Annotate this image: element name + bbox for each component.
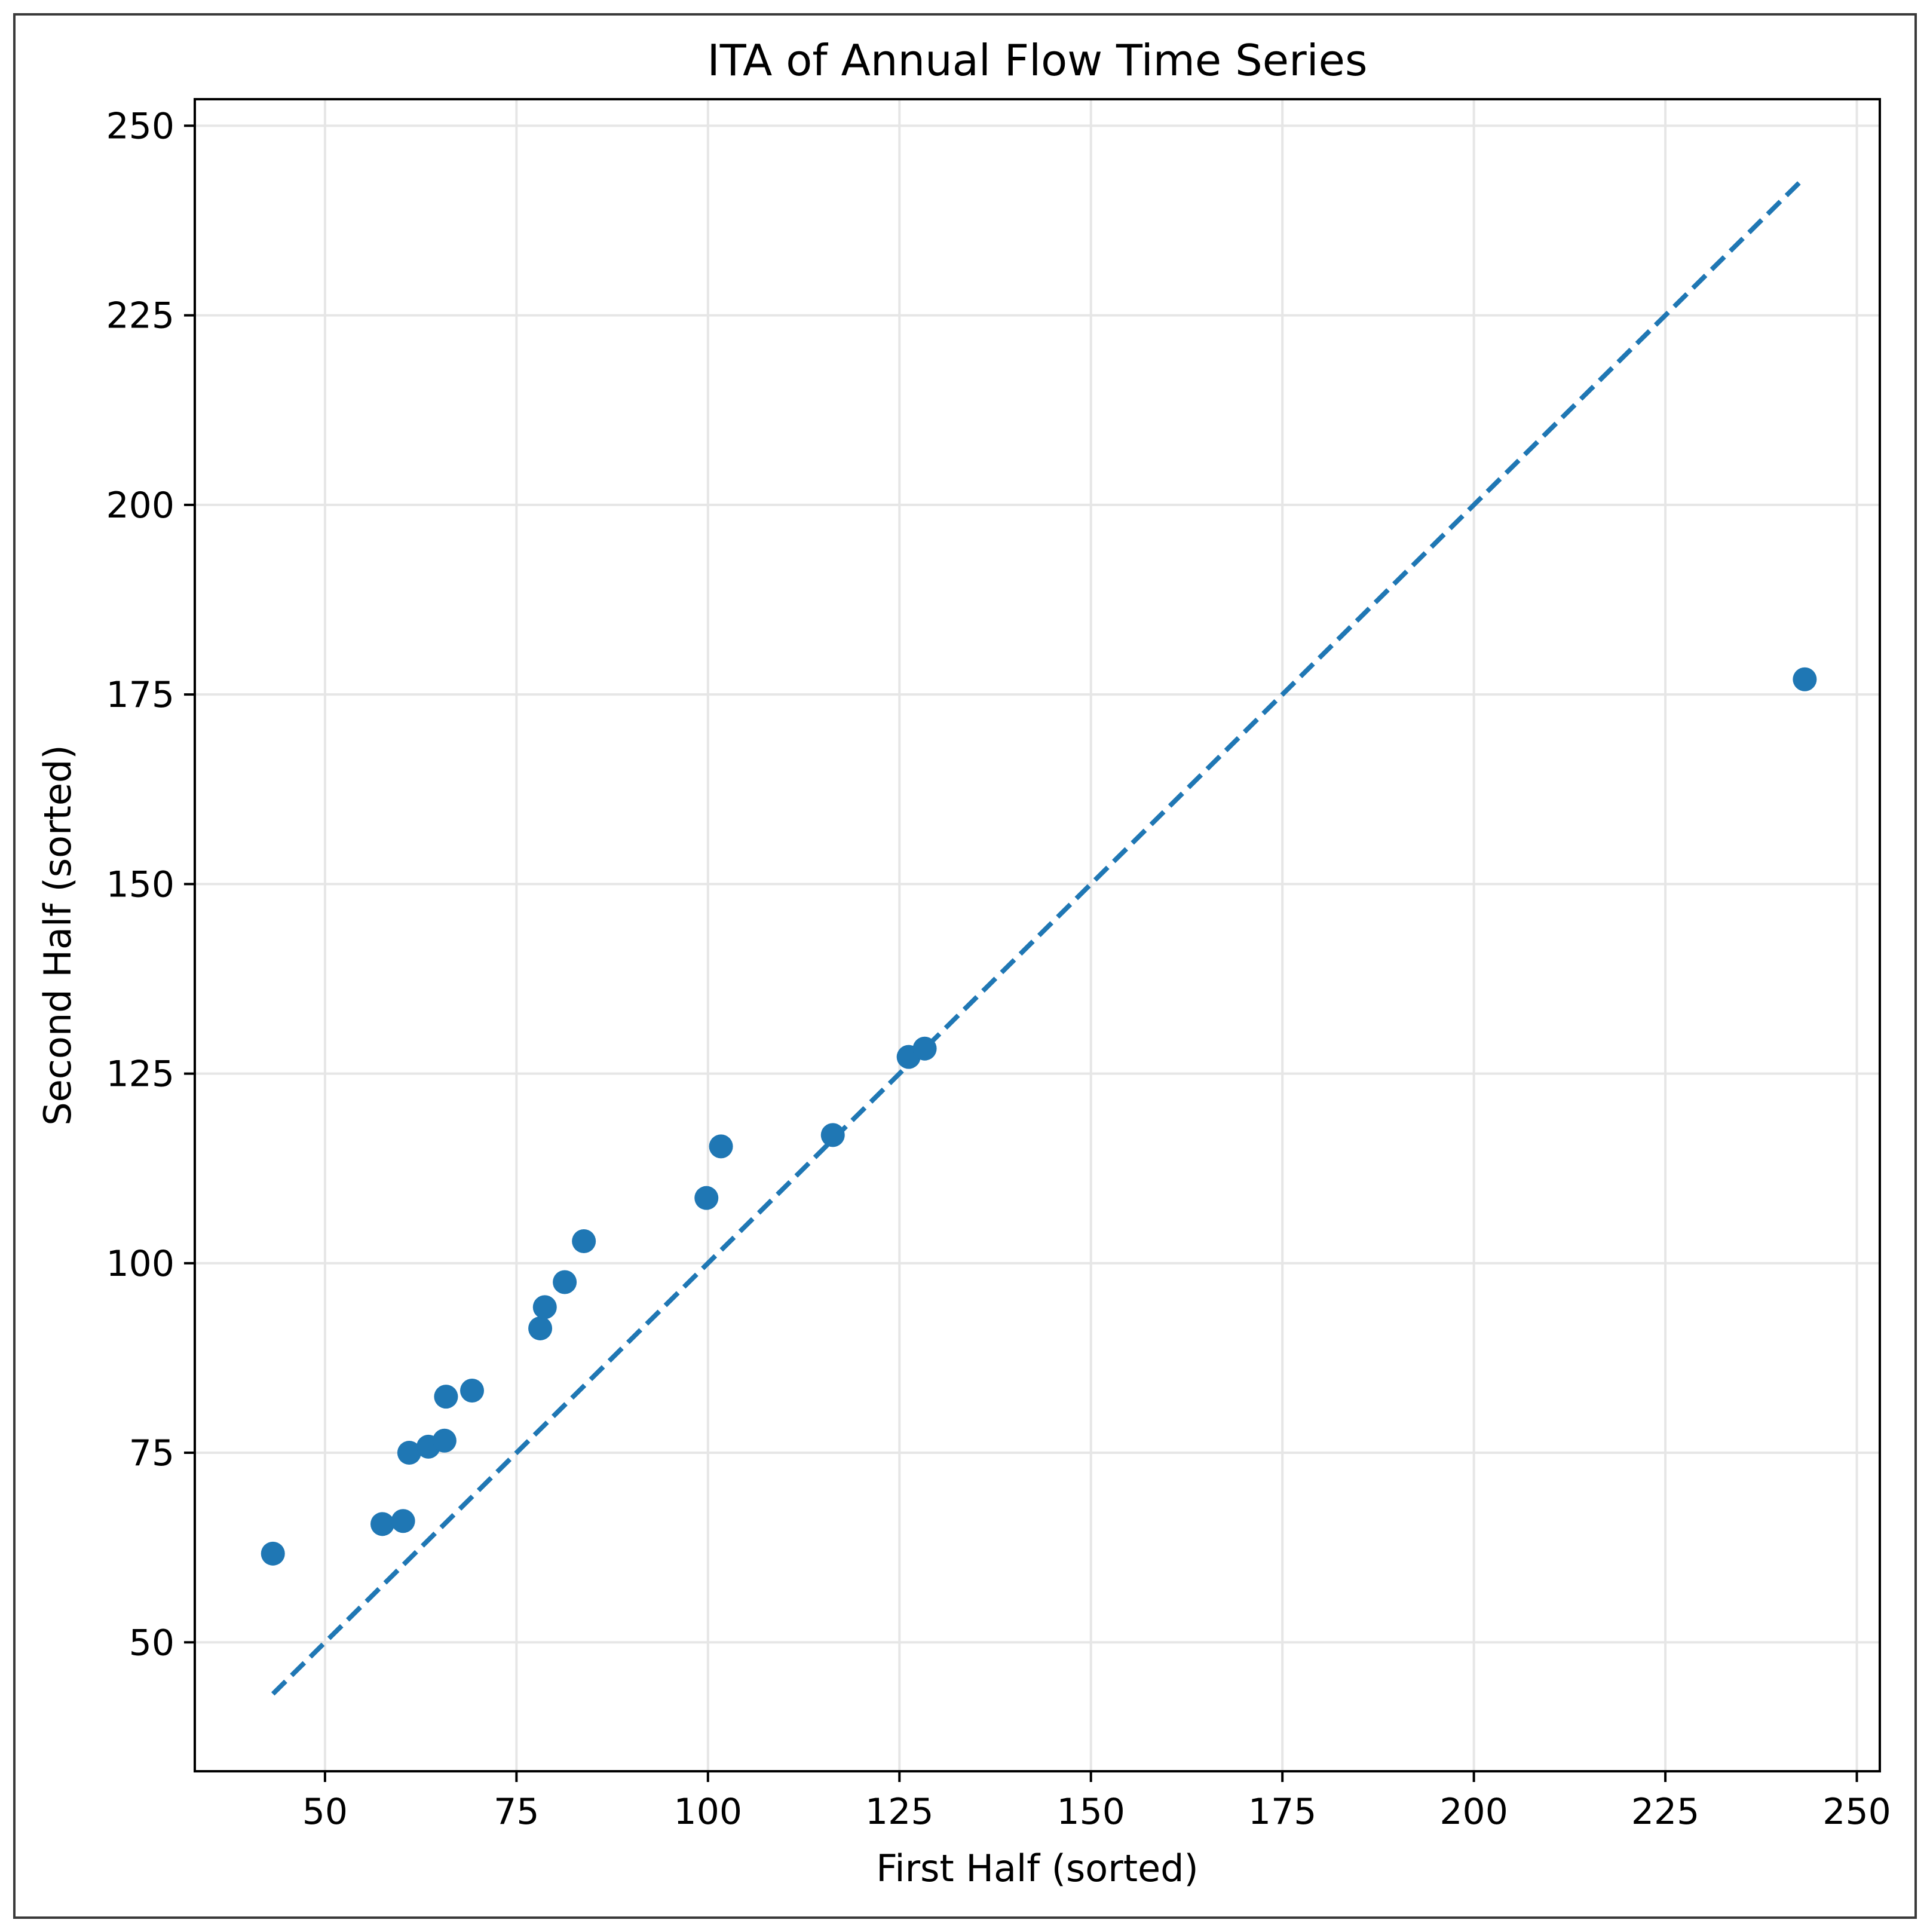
data-point — [432, 1428, 457, 1453]
reference-line-1to1 — [271, 175, 1807, 1696]
y-axis-ticks: 50 75 100 125 150 175 200 225 250 — [106, 105, 195, 1664]
y-tick-label: 100 — [106, 1243, 174, 1285]
x-tick-label: 75 — [494, 1791, 539, 1833]
y-tick-label: 200 — [106, 485, 174, 526]
x-tick-label: 175 — [1248, 1791, 1317, 1833]
data-point — [261, 1541, 285, 1566]
data-point — [528, 1316, 553, 1340]
x-tick-label: 225 — [1631, 1791, 1700, 1833]
data-point — [709, 1134, 733, 1159]
y-tick-label: 225 — [106, 295, 174, 337]
data-point — [572, 1229, 596, 1254]
grid-layer — [195, 99, 1880, 1771]
x-axis-ticks: 50 75 100 125 150 175 200 225 250 — [302, 1771, 1891, 1833]
y-tick-label: 150 — [106, 864, 174, 905]
y-tick-label: 175 — [106, 674, 174, 716]
data-points-layer — [261, 667, 1817, 1566]
data-point — [820, 1123, 845, 1147]
figure-frame — [13, 13, 1917, 1919]
data-point — [434, 1385, 458, 1409]
x-tick-label: 125 — [865, 1791, 934, 1833]
chart-title: ITA of Annual Flow Time Series — [707, 35, 1368, 85]
y-axis-label: Second Half (sorted) — [36, 745, 79, 1125]
x-tick-label: 250 — [1822, 1791, 1891, 1833]
data-point — [391, 1509, 415, 1533]
y-tick-label: 75 — [129, 1432, 174, 1474]
data-point — [694, 1186, 719, 1210]
y-tick-label: 250 — [106, 105, 174, 147]
plot-area-frame — [194, 98, 1881, 1772]
data-point — [370, 1512, 395, 1536]
data-point — [912, 1036, 937, 1061]
data-point — [1793, 667, 1817, 691]
data-point — [397, 1441, 421, 1465]
y-tick-label: 125 — [106, 1054, 174, 1095]
y-tick-label: 50 — [129, 1622, 174, 1664]
x-tick-label: 200 — [1439, 1791, 1508, 1833]
x-axis-label: First Half (sorted) — [876, 1847, 1198, 1890]
x-tick-label: 100 — [674, 1791, 743, 1833]
data-point — [460, 1378, 485, 1403]
x-tick-label: 150 — [1056, 1791, 1125, 1833]
data-point — [532, 1295, 557, 1319]
reference-line-layer — [271, 175, 1807, 1696]
data-point — [553, 1270, 577, 1294]
x-tick-label: 50 — [302, 1791, 348, 1833]
